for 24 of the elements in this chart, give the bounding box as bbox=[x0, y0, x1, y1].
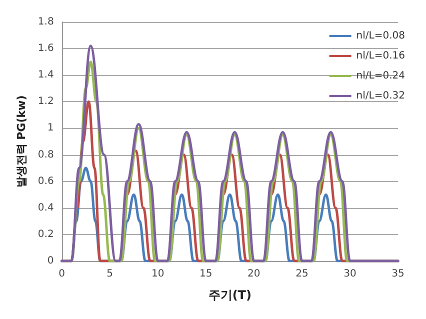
y-tick-label: 1.8 bbox=[38, 16, 54, 28]
y-tick-label: 0.6 bbox=[38, 176, 54, 187]
y-tick-label: 0.8 bbox=[38, 149, 54, 160]
y-tick-label: 1.2 bbox=[38, 96, 54, 108]
y-tick-label: 1.4 bbox=[38, 70, 54, 81]
y-tick-label: 1 bbox=[47, 122, 54, 134]
y-tick-label: 0 bbox=[47, 256, 54, 266]
legend-label: nl/L=0.08 bbox=[356, 30, 405, 42]
legend-label: nl/L=0.16 bbox=[356, 50, 405, 62]
y-tick-label: 0.4 bbox=[38, 202, 54, 214]
legend-label: nl/L=0.32 bbox=[356, 90, 405, 102]
y-axis-title: 발생전력 PG(kw) bbox=[15, 95, 28, 188]
x-tick-label: 5 bbox=[106, 268, 114, 280]
x-tick-label: 25 bbox=[296, 268, 308, 280]
x-tick-label: 20 bbox=[248, 268, 260, 280]
x-tick-label: 35 bbox=[392, 268, 404, 280]
legend-label: nl/L=0.24 bbox=[356, 70, 405, 82]
x-tick-label: 0 bbox=[58, 268, 65, 280]
x-tick-label: 30 bbox=[344, 268, 356, 280]
x-tick-label: 10 bbox=[151, 268, 164, 280]
x-tick-label: 15 bbox=[200, 268, 212, 280]
y-tick-label: 0.2 bbox=[38, 228, 54, 240]
x-axis-title: 주기(T) bbox=[208, 288, 252, 302]
y-tick-label: 1.6 bbox=[38, 43, 54, 54]
